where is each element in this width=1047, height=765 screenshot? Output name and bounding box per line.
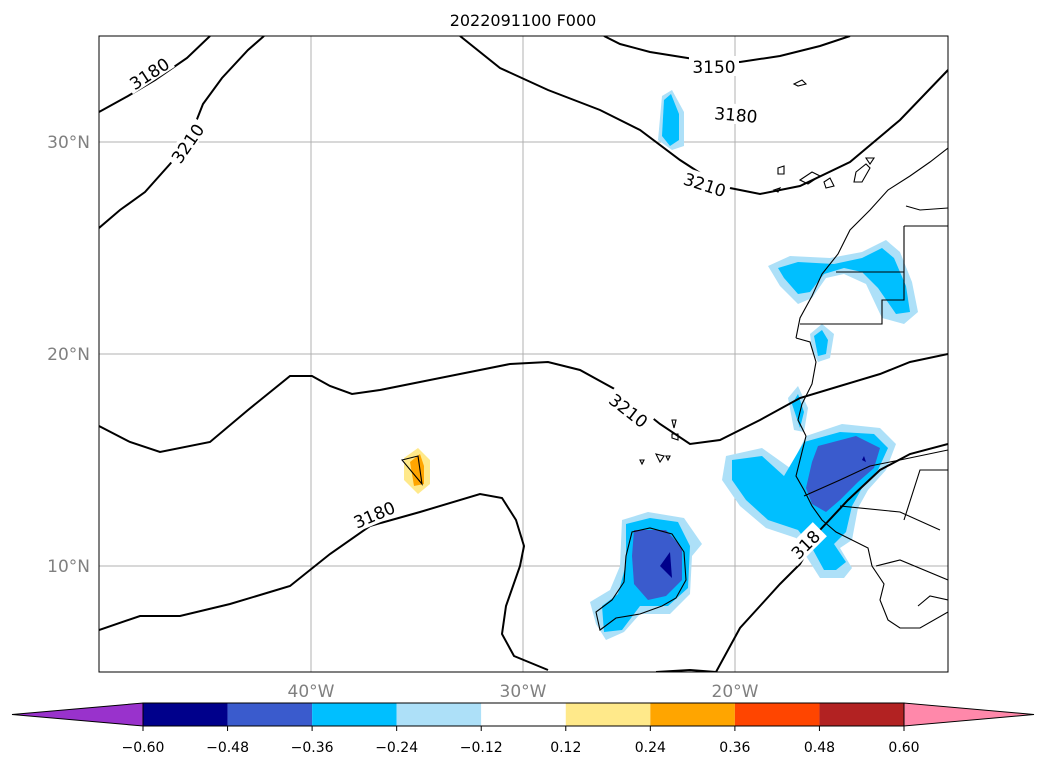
- colorbar: −0.60 −0.48 −0.36 −0.24 −0.12 0.12 0.24 0.36 0.4…: [11, 702, 1035, 756]
- lat-tick-label: 10°N: [47, 557, 90, 577]
- lat-tick-label: 20°N: [47, 345, 90, 365]
- colorbar-segment: [565, 703, 651, 726]
- colorbar-tick-label: 0.48: [804, 740, 835, 756]
- contour-labels: 3180 3210 3150 3180 3210 3210 3180 318: [123, 51, 827, 566]
- colorbar-tick-label: −0.12: [460, 740, 503, 756]
- colorbar-segment: [396, 703, 482, 726]
- map-plot-area: 3180 3210 3150 3180 3210 3210 3180 318: [99, 36, 948, 672]
- anomaly-shading: [404, 90, 918, 640]
- lon-tick-label: 30°W: [500, 682, 547, 702]
- colorbar-tick-label: 0.60: [888, 740, 919, 756]
- colorbar-tick-label: −0.48: [206, 740, 249, 756]
- lon-tick-label: 20°W: [712, 682, 759, 702]
- colorbar-segment: [819, 703, 904, 726]
- map-frame: [98, 35, 949, 673]
- colorbar-frame: [142, 702, 905, 727]
- colorbar-segment: [143, 703, 228, 726]
- colorbar-segment: [650, 703, 735, 726]
- contour-label: 3180: [713, 104, 758, 128]
- map-title: 2022091100 F000: [450, 11, 597, 30]
- coastlines: [401, 79, 948, 631]
- colorbar-segment: [481, 703, 566, 726]
- colorbar-extend-high: [903, 702, 1035, 727]
- colorbar-tick-label: 0.12: [550, 740, 581, 756]
- colorbar-extend-low: [11, 702, 144, 727]
- lon-tick-label: 40°W: [288, 682, 335, 702]
- contour-label: 3150: [692, 58, 735, 78]
- colorbar-segment: [734, 703, 820, 726]
- colorbar-segment: [312, 703, 397, 726]
- colorbar-tick-label: −0.36: [291, 740, 334, 756]
- gridlines: [99, 36, 948, 672]
- contour-label: 3180: [127, 55, 174, 95]
- contour-label: 3210: [681, 170, 728, 202]
- colorbar-tick-label: −0.60: [122, 740, 165, 756]
- lat-tick-label: 30°N: [47, 133, 90, 153]
- colorbar-segment: [227, 703, 313, 726]
- colorbar-tick-label: 0.24: [635, 740, 666, 756]
- colorbar-tick-label: −0.24: [375, 740, 418, 756]
- colorbar-tick-label: 0.36: [719, 740, 750, 756]
